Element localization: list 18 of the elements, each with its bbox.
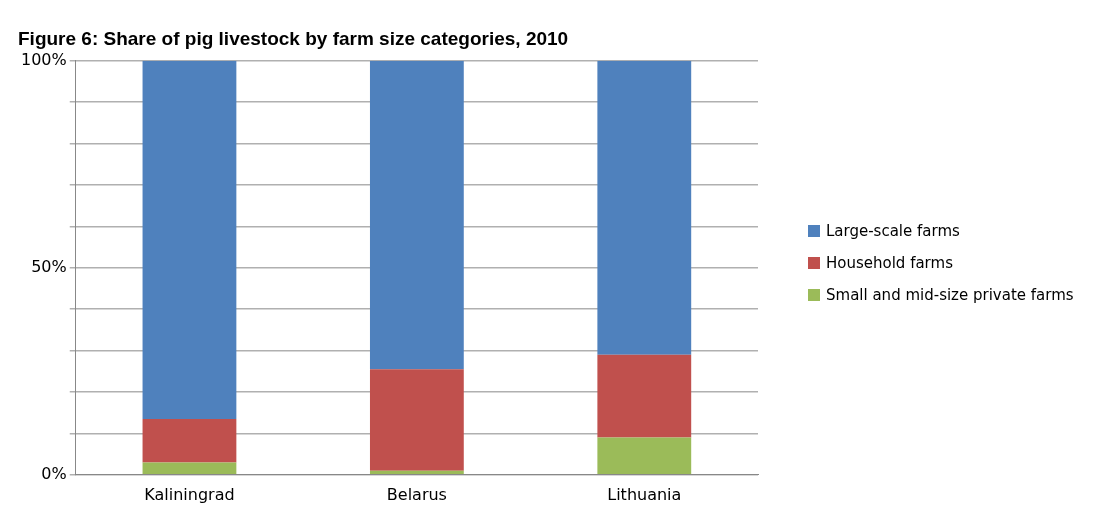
x-tick-label: Lithuania <box>607 484 682 504</box>
bar <box>597 437 692 475</box>
legend-label: Small and mid-size private farms <box>826 286 1074 304</box>
bar <box>597 354 692 438</box>
bar <box>142 462 237 475</box>
bar <box>142 60 237 419</box>
legend-label: Large-scale farms <box>826 222 960 240</box>
x-tick-label: Kaliningrad <box>144 484 235 504</box>
bar <box>142 418 237 463</box>
legend-label: Household farms <box>826 254 953 272</box>
bar <box>369 369 464 471</box>
x-tick-label: Belarus <box>386 484 447 504</box>
y-tick-label: 50% <box>31 256 67 276</box>
y-tick-label: 0% <box>41 463 67 483</box>
y-tick-label: 100% <box>20 49 67 69</box>
bar <box>597 60 692 355</box>
bar <box>369 60 464 370</box>
chart-title: Figure 6: Share of pig livestock by farm size categories, 2010 <box>18 27 569 49</box>
